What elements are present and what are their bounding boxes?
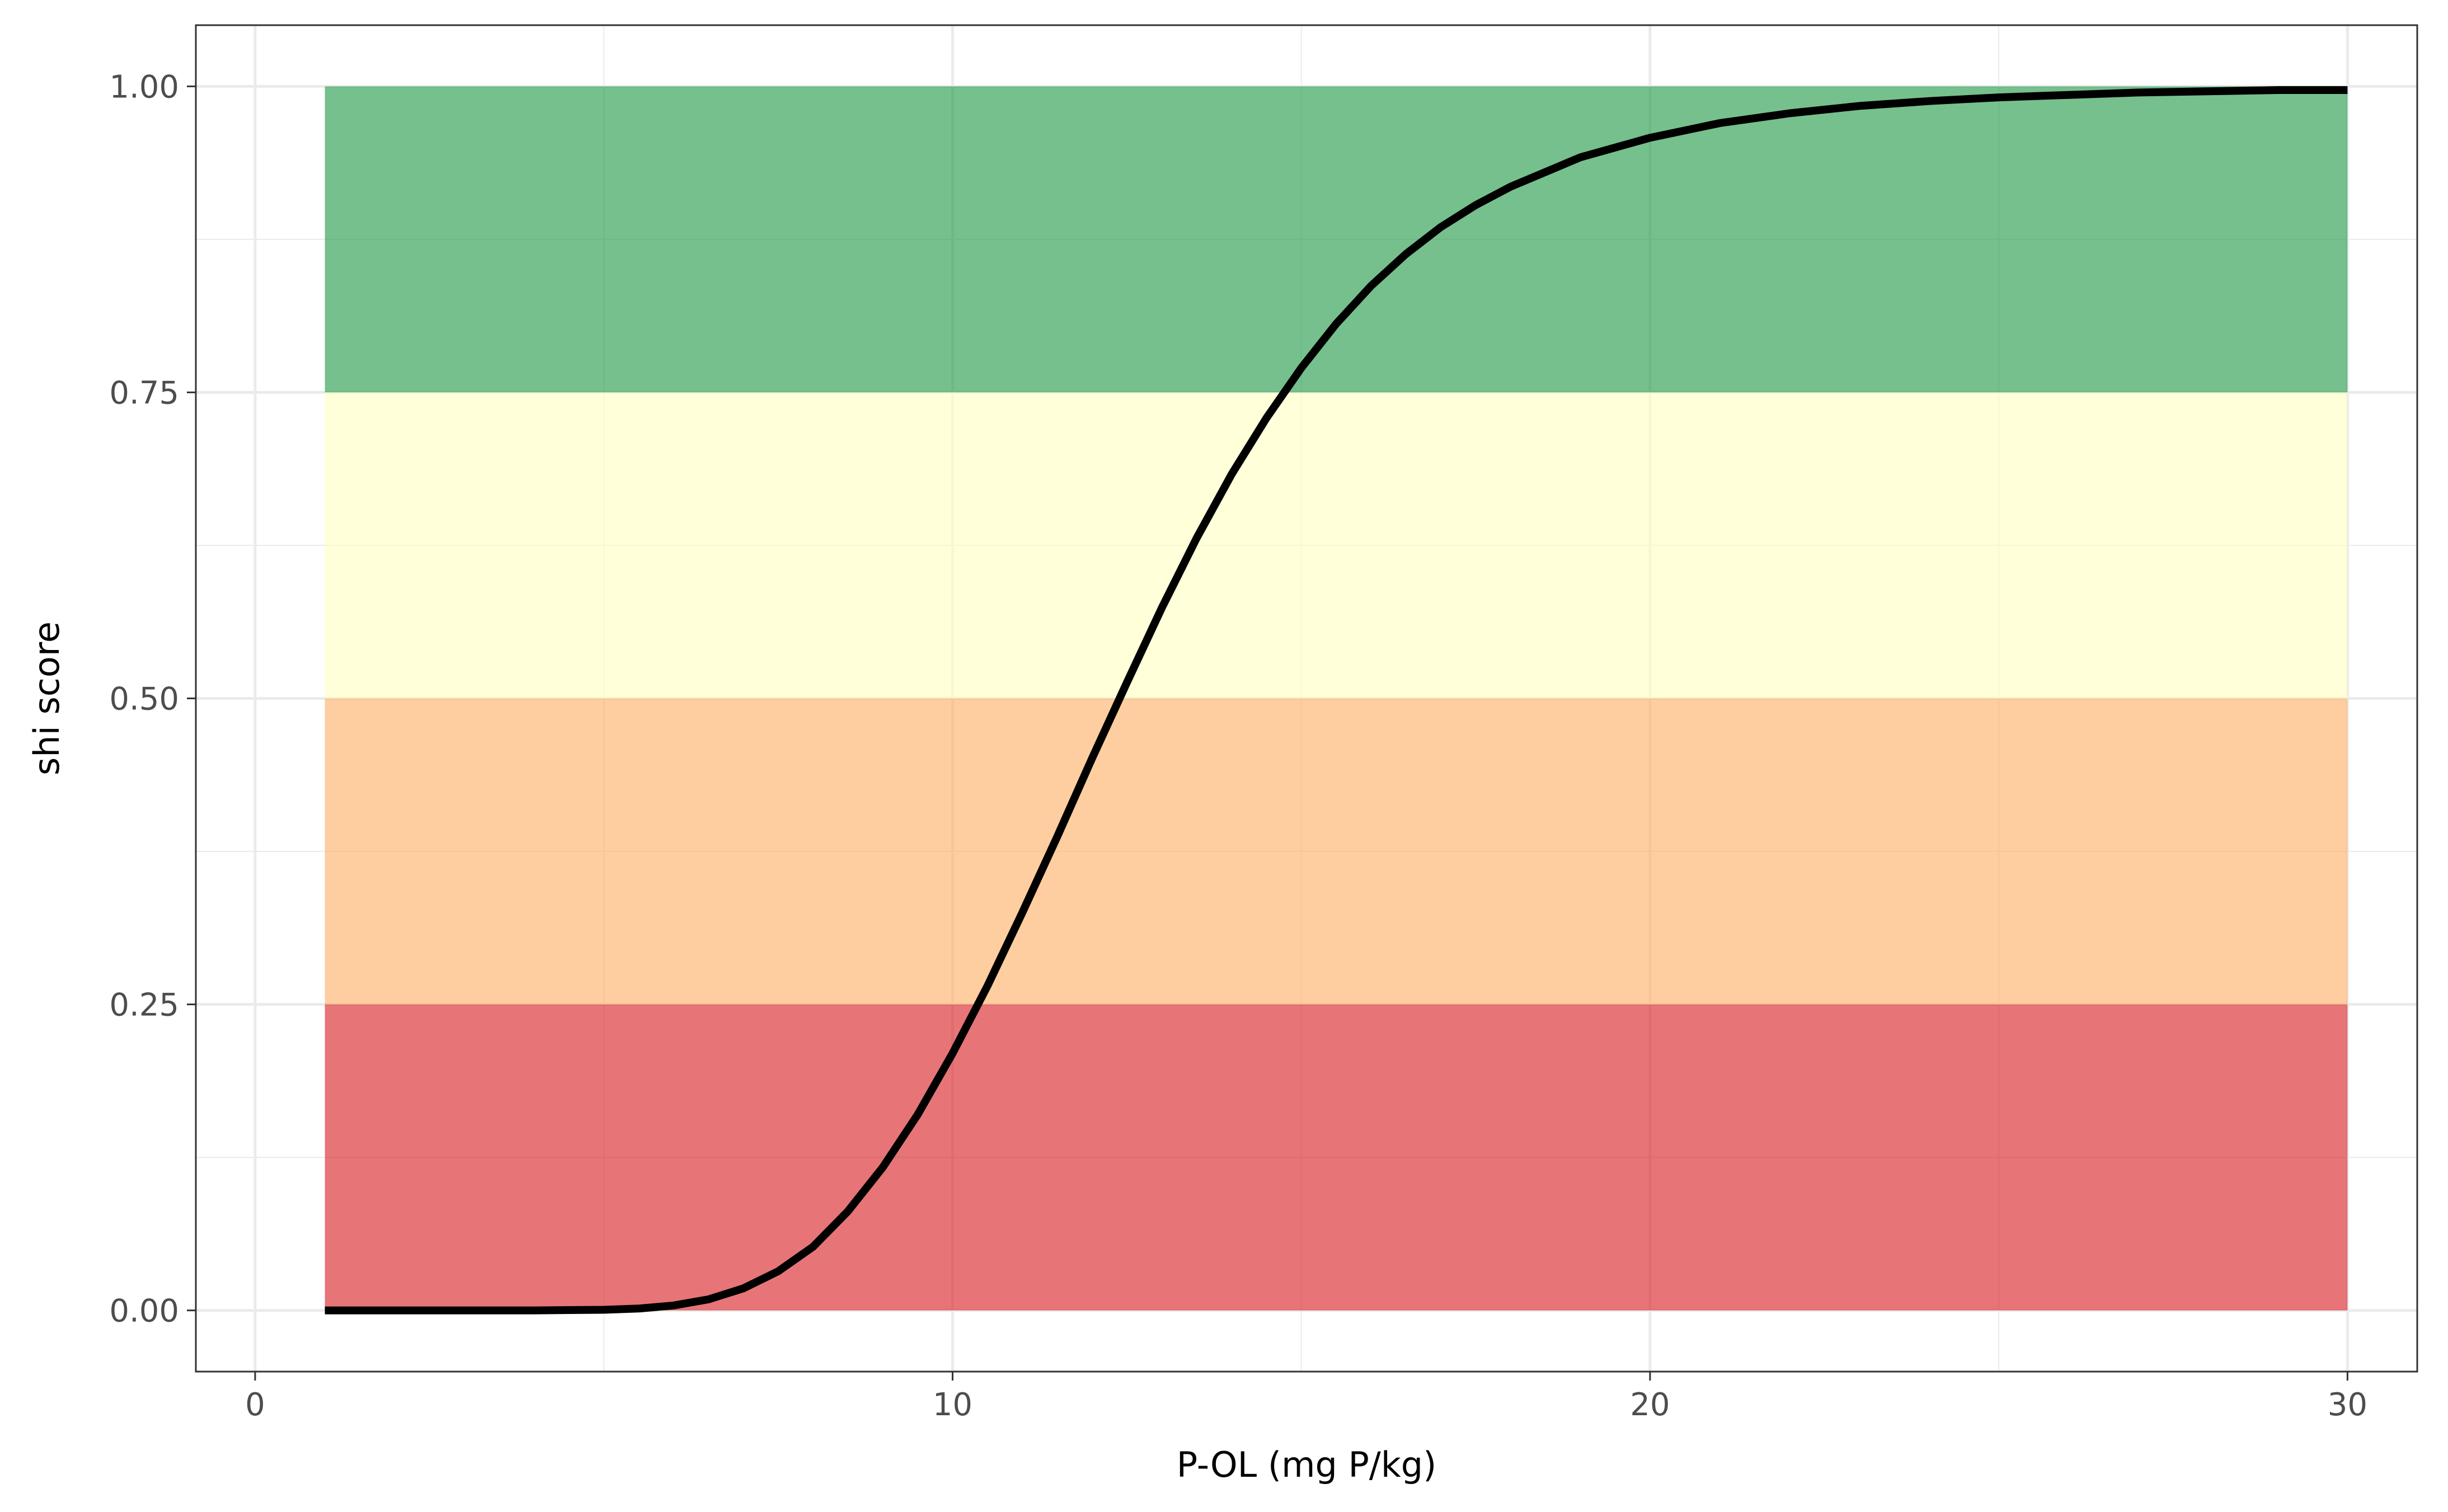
x-axis: 0 10 20 30 <box>245 1372 2367 1423</box>
band-low <box>325 1004 2348 1311</box>
band-high <box>325 86 2348 393</box>
series-line <box>325 86 2348 1315</box>
y-tick-label: 0.25 <box>109 987 179 1024</box>
x-tick-label: 10 <box>933 1387 972 1423</box>
plot-panel <box>195 24 2418 1373</box>
y-tick-label: 1.00 <box>109 69 179 105</box>
x-axis-title: P-OL (mg P/kg) <box>1177 1444 1437 1485</box>
y-tick-label: 0.50 <box>109 681 179 718</box>
band-medium-high <box>325 392 2348 699</box>
x-tick-label: 0 <box>245 1387 265 1423</box>
y-tick-label: 0.75 <box>109 375 179 411</box>
band-medium-low <box>325 698 2348 1005</box>
y-axis: 0.00 0.25 0.50 0.75 1.00 <box>109 69 196 1330</box>
x-tick-label: 30 <box>2328 1387 2367 1423</box>
y-axis-title: shi score <box>26 621 67 775</box>
score-bands <box>325 86 2348 1311</box>
series-layer <box>325 86 2348 1315</box>
x-tick-label: 20 <box>1630 1387 1670 1423</box>
y-tick-label: 0.00 <box>109 1293 179 1330</box>
